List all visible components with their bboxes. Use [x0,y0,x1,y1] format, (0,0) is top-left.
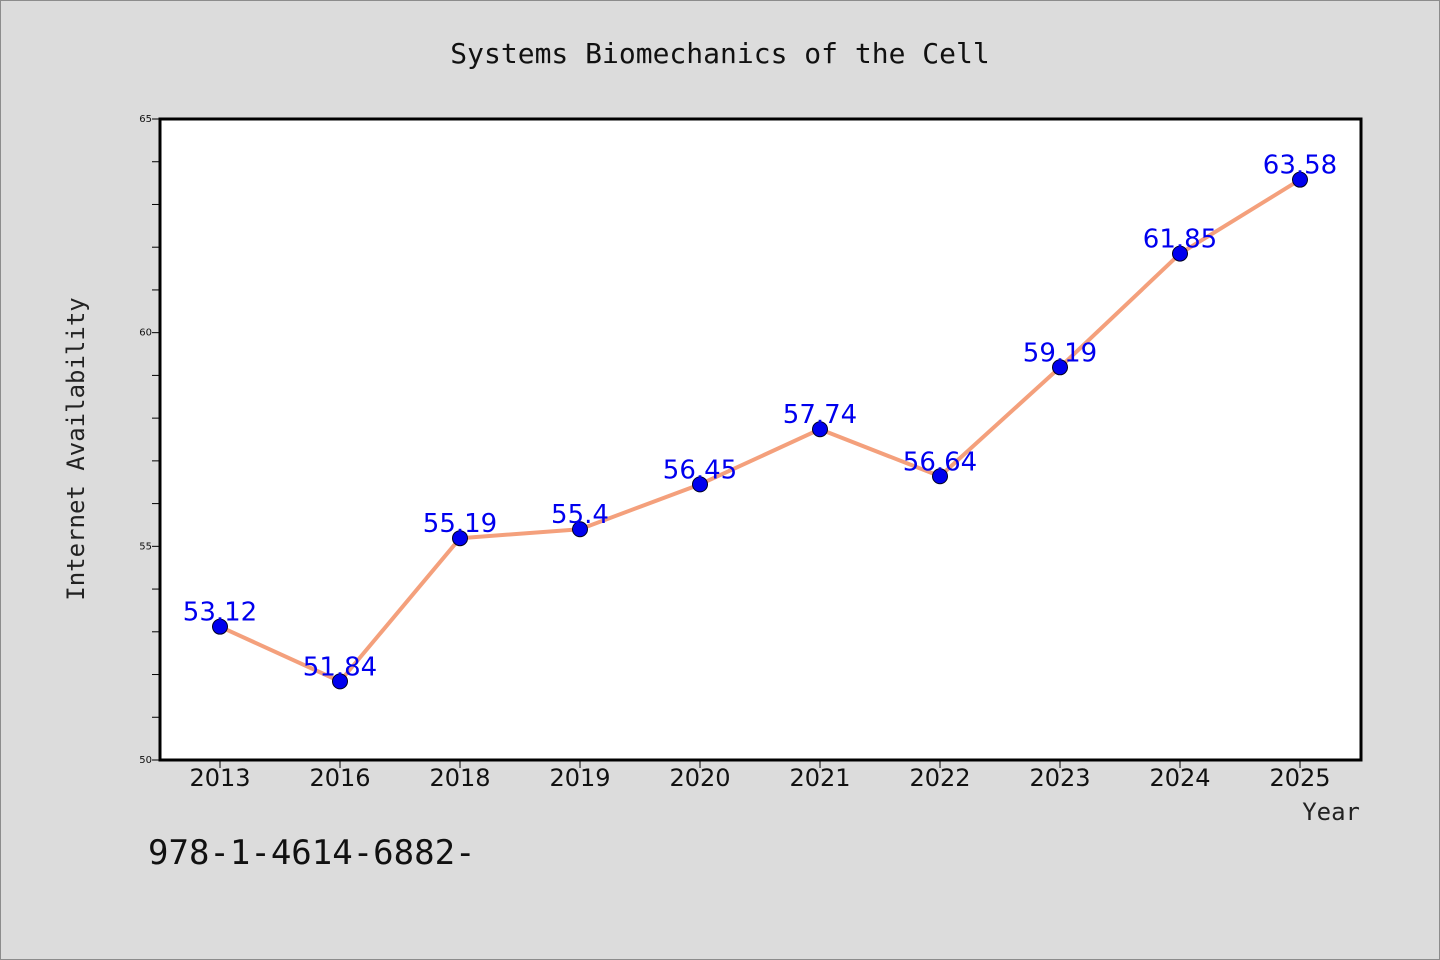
x-tick-label: 2022 [909,764,970,792]
plot-area [158,117,1363,762]
y-tick-label: 50 [139,755,152,766]
footer-isbn-text: 978-1-4614-6882- [148,833,476,873]
x-tick-label: 2023 [1029,764,1090,792]
y-axis: 50 55 60 65 [139,114,160,766]
x-tick-label: 2018 [429,764,490,792]
data-label: 63.58 [1263,151,1337,181]
x-tick-label: 2016 [309,764,370,792]
data-point [572,521,588,538]
y-tick-label: 55 [139,541,152,552]
y-tick-label: 60 [139,328,152,339]
data-label: 59.19 [1023,338,1097,368]
chart-title: Systems Biomechanics of the Cell [450,37,989,70]
x-tick-label: 2013 [189,764,250,792]
x-axis: 2013 2016 2018 2019 2020 2021 2022 2023 2024 2025 [189,760,1331,792]
series-line [219,177,1302,684]
data-point [1052,359,1068,376]
data-label: 51.84 [303,652,377,682]
data-point [1292,171,1308,188]
data-label: 56.64 [903,447,977,477]
data-label: 55.19 [423,509,497,539]
y-axis-label: Internet Availability [62,297,90,600]
data-point [932,468,948,485]
data-label: 56.45 [663,455,737,485]
series-layer: 53.12 51.84 55.19 55.4 56.45 57.74 56.64 59.19 6… [183,151,1337,690]
data-label: 53.12 [183,598,257,628]
x-tick-label: 2024 [1149,764,1210,792]
x-tick-label: 2020 [669,764,730,792]
data-point [212,618,228,635]
x-tick-label: 2025 [1269,764,1330,792]
data-point [452,530,468,547]
x-tick-label: 2021 [789,764,850,792]
y-tick-label: 65 [139,114,152,125]
data-label: 61.85 [1143,225,1217,255]
data-point [332,673,348,690]
data-point [692,476,708,493]
data-label: 57.74 [783,400,857,430]
data-point [1172,245,1188,262]
data-point [812,421,828,438]
x-axis-label: Year [1302,798,1360,826]
data-label: 55.4 [551,500,609,530]
x-tick-label: 2019 [549,764,610,792]
